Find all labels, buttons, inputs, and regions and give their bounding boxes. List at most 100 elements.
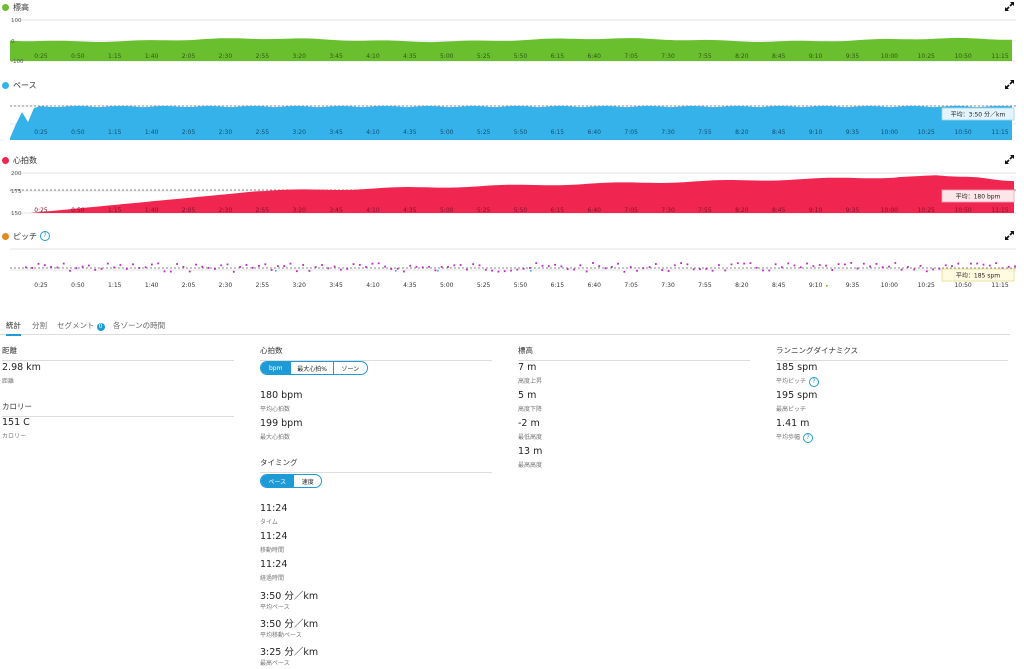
cadence-dot <box>844 263 846 266</box>
expand-icon[interactable] <box>1005 80 1014 89</box>
cadence-dot <box>1001 267 1004 270</box>
tab-splits[interactable]: 分割 <box>32 321 47 330</box>
x-tick-label: 7:05 <box>624 207 638 214</box>
cadence-dot <box>554 263 556 266</box>
y-tick-label: 200 <box>11 171 22 177</box>
distance-label: 距離 <box>2 378 15 385</box>
cadence-dot <box>440 266 443 268</box>
expand-icon[interactable] <box>1005 155 1014 164</box>
cadence-dot <box>377 262 380 265</box>
cadence-dot <box>275 270 277 272</box>
toggle-speed[interactable]: 速度 <box>293 475 321 487</box>
cadence-dot <box>327 267 330 270</box>
x-tick-label: 4:35 <box>403 282 417 289</box>
tab-stats[interactable]: 統計 <box>6 320 21 336</box>
cadence-dot <box>264 263 267 266</box>
x-tick-label: 5:00 <box>440 129 454 136</box>
cadence-dot <box>245 264 248 266</box>
x-tick-label: 11:15 <box>991 282 1008 289</box>
cadence-dot <box>447 266 449 268</box>
toggle-bpm[interactable]: bpm <box>261 362 291 374</box>
heart-rate-chart-header: 心拍数 <box>0 153 37 167</box>
cadence-dot <box>503 270 506 273</box>
cadence-dot <box>995 262 997 265</box>
cadence-dot <box>762 269 764 272</box>
distance-value: 2.98 km <box>2 362 41 373</box>
cadence-dot <box>415 265 418 268</box>
avg-cadence-label-text: 平均ピッチ <box>776 378 807 385</box>
time-label: タイム <box>260 519 278 526</box>
expand-icon[interactable] <box>1005 231 1014 240</box>
cadence-dot <box>491 269 493 272</box>
elevation-plot: 100 0 -100 0:25 0:50 1:15 1:40 2:05 2:30 2:55 3:20… <box>10 18 1016 65</box>
max-elevation-label: 最高高度 <box>518 462 543 469</box>
cadence-dot <box>667 270 670 272</box>
cadence-dot <box>365 266 367 268</box>
elevation-gain-value: 7 m <box>518 362 537 373</box>
x-tick-label: 7:55 <box>698 282 712 289</box>
tab-zone-time[interactable]: 各ゾーンの時間 <box>113 321 166 330</box>
cadence-dot <box>214 268 216 270</box>
toggle-pace[interactable]: ペース <box>261 475 294 487</box>
x-tick-label: 0:50 <box>71 53 85 60</box>
cadence-dot <box>31 267 34 269</box>
help-icon[interactable]: ? <box>809 377 820 387</box>
cadence-dot <box>497 270 500 273</box>
cadence-dot <box>308 270 311 272</box>
cadence-dot <box>163 270 166 273</box>
x-tick-label: 7:55 <box>698 129 712 136</box>
moving-time-label: 移動時間 <box>260 547 285 554</box>
toggle-max-hr-percent[interactable]: 最大心拍% <box>290 362 332 374</box>
cadence-dot <box>409 264 412 267</box>
cadence-chart-header: ピッチ ? <box>0 229 50 243</box>
calories-value: 151 C <box>2 417 30 428</box>
x-tick-label: 5:50 <box>514 129 528 136</box>
cadence-dot <box>566 268 569 270</box>
max-heart-rate-label: 最大心拍数 <box>260 434 291 441</box>
cadence-dot <box>358 264 361 266</box>
heart-rate-legend-dot <box>2 156 9 164</box>
expand-icon[interactable] <box>1005 2 1014 11</box>
x-tick-label: 0:25 <box>34 53 48 60</box>
x-tick-label: 5:25 <box>477 129 491 136</box>
tab-segments[interactable]: セグメント 0 <box>57 320 105 331</box>
x-tick-label: 4:10 <box>366 207 380 214</box>
x-tick-label: 3:45 <box>329 129 343 136</box>
cadence-dot <box>176 263 178 265</box>
x-tick-label: 2:55 <box>256 129 270 136</box>
x-tick-label: 3:20 <box>292 129 306 136</box>
x-tick-label: 4:35 <box>403 129 417 136</box>
best-pace-label: 最高ペース <box>260 660 290 667</box>
cadence-dot <box>636 269 638 272</box>
cadence-dot <box>648 266 651 268</box>
cadence-dot <box>226 263 229 266</box>
cadence-dot <box>875 263 878 265</box>
elevation-section-title: 標高 <box>518 345 750 361</box>
toggle-zone[interactable]: ゾーン <box>332 362 367 374</box>
cadence-dot <box>705 267 708 270</box>
x-tick-label: 4:10 <box>366 282 380 289</box>
help-icon[interactable]: ? <box>40 231 50 241</box>
avg-pace-label: 平均ペース <box>260 604 290 611</box>
cadence-dot <box>484 268 487 271</box>
cadence-dot <box>535 262 538 264</box>
cadence-dot <box>982 263 985 266</box>
cadence-dot <box>988 264 991 267</box>
cadence-dot <box>390 268 393 270</box>
y-tick-label: 150 <box>11 211 22 217</box>
help-icon[interactable]: ? <box>803 433 814 443</box>
cadence-dot <box>951 265 953 267</box>
cadence-dot <box>232 270 235 273</box>
x-tick-label: 2:30 <box>219 282 233 289</box>
cadence-dot <box>195 263 197 266</box>
cadence-dot <box>119 264 122 266</box>
avg-cadence-value: 185 spm <box>776 362 818 373</box>
cadence-dot <box>623 270 626 273</box>
cadence-dot <box>157 262 160 265</box>
cadence-dot <box>516 268 519 271</box>
x-tick-label: 9:10 <box>809 207 823 214</box>
cadence-dot <box>970 262 972 265</box>
cadence-dot <box>850 262 853 264</box>
average-label: 平均：180 bpm <box>956 193 1001 201</box>
time-value: 11:24 <box>260 503 288 514</box>
